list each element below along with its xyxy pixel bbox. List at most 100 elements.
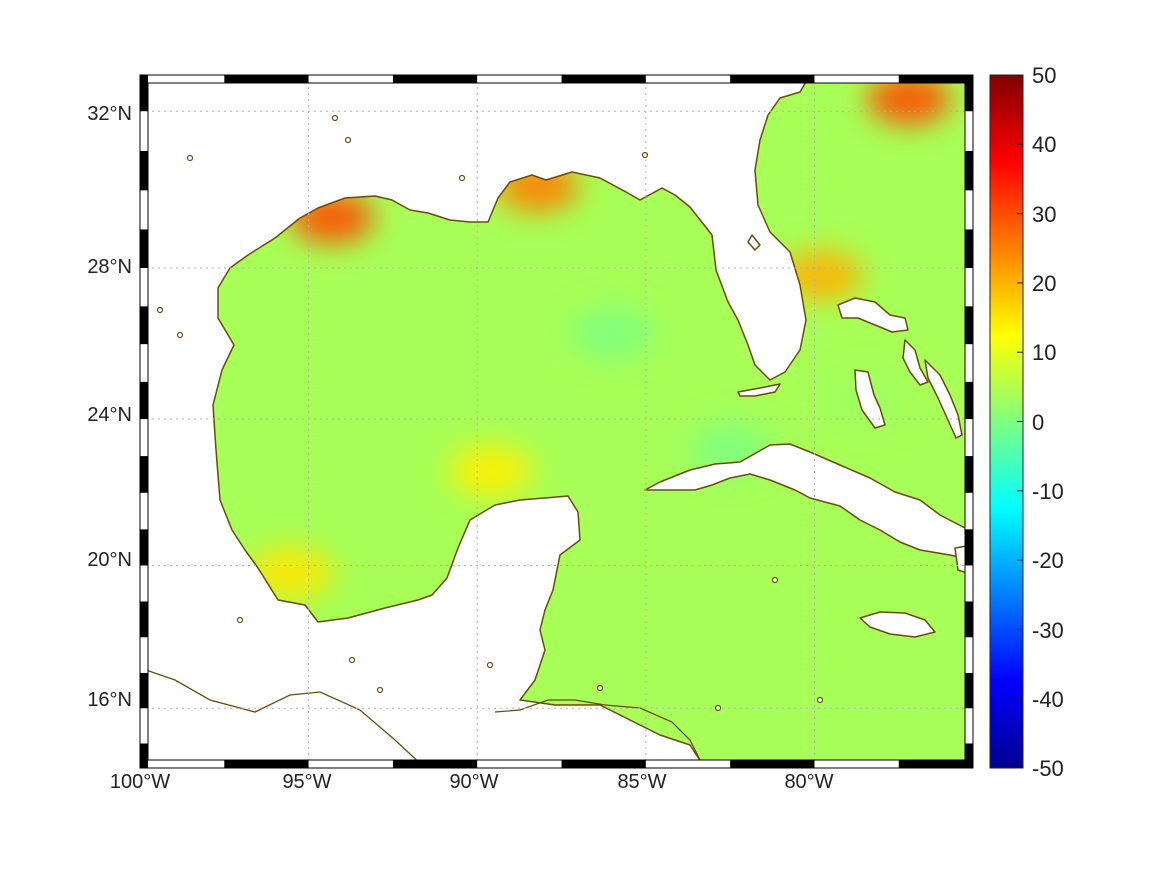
frame-band-right (965, 708, 973, 744)
colorbar-label: -30 (1032, 618, 1064, 643)
islet (344, 136, 352, 144)
map-plot-area (140, 75, 973, 768)
cuba-land (644, 443, 973, 561)
islet (486, 661, 494, 669)
frame-inner-border (147, 82, 966, 761)
frame-band-left (140, 344, 148, 382)
frame-band-right (965, 267, 973, 307)
colorbar: 50 40 30 20 10 0 -10 -20 -30 -40 -50 (989, 63, 1064, 781)
frame-band-right (965, 456, 973, 493)
frame-band-top (477, 75, 562, 83)
islet (641, 151, 649, 159)
lon-tick-label: 100°W (110, 771, 170, 793)
frame-band-bottom (308, 760, 393, 768)
eleuthera (924, 359, 963, 439)
frame-band-left (140, 565, 148, 602)
andros-island (854, 369, 886, 429)
latitude-axis: 16°N 20°N 24°N 28°N 32°N (87, 103, 132, 711)
grand-bahama (837, 297, 909, 333)
islet (186, 154, 194, 162)
frame-band-right (965, 601, 973, 638)
frame-band-left (140, 637, 148, 673)
islet (714, 704, 722, 712)
lon-tick-label: 90°W (449, 771, 498, 793)
anomaly-blob (570, 306, 655, 359)
frame-band-top (645, 75, 731, 83)
islet (348, 656, 356, 664)
colorbar-label: -40 (1032, 687, 1064, 712)
frame-band-right (965, 743, 973, 768)
frame-band-top (898, 75, 973, 83)
frame-band-left (140, 672, 148, 709)
frame-band-left (140, 190, 148, 230)
lat-tick-label: 20°N (87, 549, 132, 571)
frame-band-bottom (898, 760, 973, 768)
frame-band-bottom (645, 760, 731, 768)
frame-band-right (965, 637, 973, 673)
longitude-axis: 100°W 95°W 90°W 85°W 80°W (110, 771, 834, 793)
frame-band-bottom (477, 760, 562, 768)
florida-keys (737, 383, 781, 397)
frame-outer-border (139, 74, 974, 769)
frame-band-left (140, 306, 148, 345)
frame-band-bottom (814, 760, 899, 768)
lon-tick-label: 95°W (282, 771, 331, 793)
lat-tick-label: 32°N (87, 103, 132, 125)
anomaly-blob (866, 75, 951, 126)
islet (176, 331, 184, 339)
frame-band-right (965, 229, 973, 268)
frame-band-left (140, 111, 148, 151)
frame-band-right (965, 672, 973, 709)
frame-band-bottom (224, 760, 309, 768)
colorbar-label: 40 (1032, 132, 1056, 157)
colorbar-label: -10 (1032, 479, 1064, 504)
frame-band-left (140, 529, 148, 566)
colorbar-ticks (1017, 74, 1023, 769)
frame-band-right (965, 190, 973, 230)
colorbar-label: -50 (1032, 756, 1064, 781)
islet (458, 174, 466, 182)
frame-band-bottom (140, 760, 225, 768)
frame-band-right (965, 492, 973, 530)
colorbar-label: -20 (1032, 548, 1064, 573)
frame-band-left (140, 150, 148, 191)
lat-tick-label: 24°N (87, 404, 132, 426)
frame-band-left (140, 229, 148, 268)
islet (376, 686, 384, 694)
frame-band-right (965, 306, 973, 345)
islet (156, 306, 164, 314)
colorbar-label: 20 (1032, 271, 1056, 296)
graticule-grid (140, 75, 973, 768)
frame-band-top (140, 75, 225, 83)
frame-band-top (814, 75, 899, 83)
frame-band-top (308, 75, 393, 83)
frame-band-right (965, 150, 973, 191)
anomaly-blob (249, 546, 334, 599)
colorbar-label: 0 (1032, 410, 1044, 435)
frame-band-right (965, 565, 973, 602)
frame-band-left (140, 267, 148, 307)
frame-band-left (140, 381, 148, 420)
frame-band-top (561, 75, 646, 83)
frame-band-top (392, 75, 478, 83)
frame-band-right (965, 381, 973, 420)
lat-tick-label: 16°N (87, 689, 132, 711)
frame-band-top (730, 75, 815, 83)
lat-tick-label: 28°N (87, 256, 132, 278)
islet (816, 696, 824, 704)
colorbar-label: 10 (1032, 340, 1056, 365)
frame-band-left (140, 456, 148, 493)
lon-tick-label: 85°W (617, 771, 666, 793)
frame-band-right (965, 529, 973, 566)
honduras-coastline (494, 699, 701, 761)
frame-band-right (965, 111, 973, 151)
frame-band-right (965, 75, 973, 112)
frame-band-top (224, 75, 309, 83)
islet (596, 684, 604, 692)
great-abaco (902, 339, 929, 386)
anomaly-blob (448, 444, 533, 497)
frame-band-bottom (561, 760, 646, 768)
frame-band-left (140, 743, 148, 768)
frame-band-left (140, 419, 148, 457)
